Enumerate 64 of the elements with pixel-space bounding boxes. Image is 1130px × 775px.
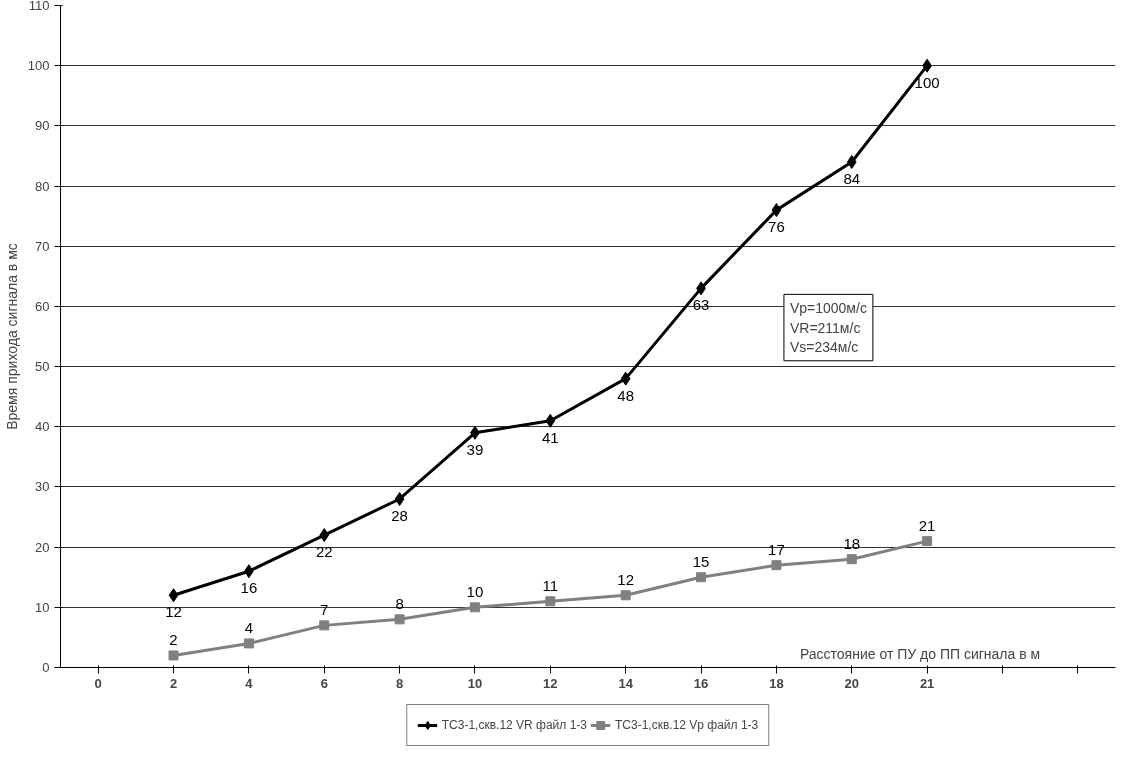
data-label: 11 (542, 577, 559, 595)
y-tick-label: 40 (35, 419, 50, 435)
data-label: 16 (240, 579, 258, 597)
point (771, 203, 782, 218)
data-label: 39 (466, 440, 484, 458)
y-axis-title: Время прихода сигнала в мс (3, 243, 20, 430)
y-tick-label: 10 (35, 599, 50, 615)
x-tick-label: 12 (543, 675, 558, 691)
x-tick-label: 20 (844, 675, 859, 691)
point (696, 572, 707, 583)
point (620, 371, 631, 386)
point (168, 588, 179, 603)
data-label: 12 (165, 603, 182, 621)
legend-label: ТС3-1,скв.12 Vp файл 1-3 (614, 718, 759, 732)
data-label: 48 (617, 386, 635, 404)
point (394, 614, 405, 625)
y-tick-label: 80 (35, 178, 50, 194)
x-tick-label: 14 (618, 675, 634, 691)
x-tick-label: 4 (245, 675, 254, 691)
y-tick-label: 100 (27, 58, 50, 74)
data-label: 4 (244, 619, 254, 637)
data-label: 10 (466, 583, 484, 601)
data-label: 2 (169, 631, 178, 649)
data-label: 12 (617, 571, 635, 589)
point (319, 620, 330, 631)
data-label: 84 (843, 169, 861, 187)
y-tick-label: 30 (35, 479, 50, 495)
y-tick-label: 70 (35, 238, 50, 254)
x-tick-label: 16 (693, 675, 709, 691)
point (620, 590, 631, 601)
point (469, 602, 480, 613)
x-axis-title: Расстояние от ПУ до ПП сигнала в м (799, 645, 1041, 662)
x-tick-label: 8 (395, 675, 404, 691)
annotation: Vp=1000м/с VR=211м/с Vs=234м/с (789, 300, 867, 355)
y-tick-label: 0 (42, 660, 50, 675)
data-label: 28 (391, 506, 408, 524)
x-tick-label: 2 (169, 675, 178, 691)
x-tick-label: 21 (919, 675, 935, 691)
y-tick-label: 50 (35, 359, 50, 375)
data-label: 22 (315, 543, 333, 561)
y-tick-label: 90 (35, 118, 50, 134)
point (394, 491, 405, 506)
data-label: 41 (541, 428, 559, 446)
x-tick-label: 0 (94, 675, 102, 691)
point (846, 154, 857, 169)
data-label: 15 (692, 553, 710, 571)
data-label: 76 (768, 218, 785, 236)
x-tick-label: 10 (467, 675, 483, 691)
point (319, 528, 330, 543)
point (545, 596, 556, 607)
point (243, 638, 254, 649)
legend-label: ТС3-1,скв.12 VR файл 1-3 (441, 718, 587, 732)
y-tick-label: 60 (35, 298, 50, 314)
x-tick-label: 6 (320, 675, 328, 691)
y-tick-label: 110 (28, 0, 50, 13)
point (168, 650, 179, 661)
x-tick-label: 18 (769, 675, 784, 691)
point (545, 413, 556, 428)
point (846, 554, 857, 565)
y-tick-label: 20 (35, 539, 50, 555)
point (922, 536, 933, 547)
data-label: 100 (914, 73, 940, 91)
point (771, 560, 782, 571)
data-label: 21 (918, 517, 936, 535)
